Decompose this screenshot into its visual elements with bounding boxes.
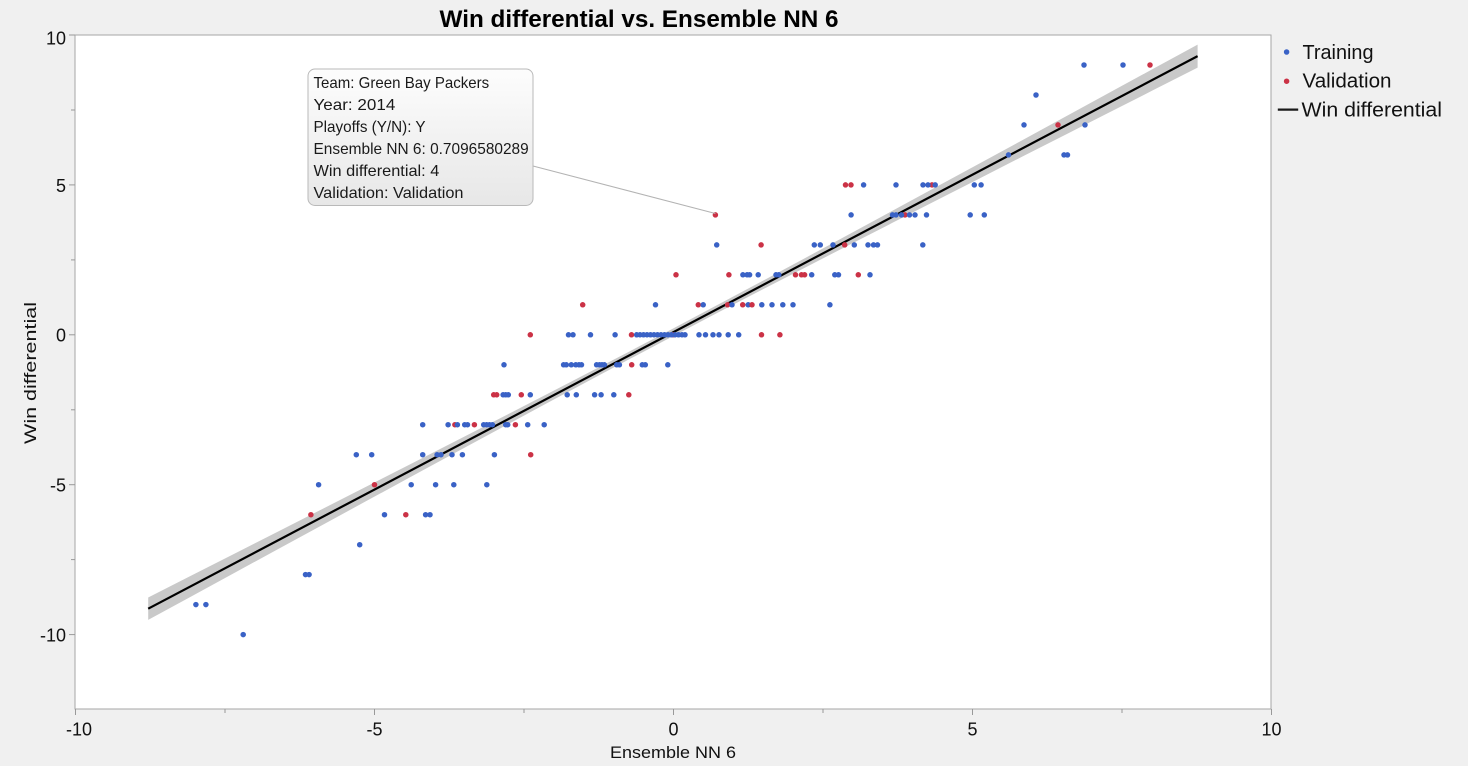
svg-text:10: 10 [46,29,66,49]
svg-text:0: 0 [56,326,66,346]
svg-text:10: 10 [1261,720,1281,740]
svg-text:Validation: Validation [1303,71,1392,93]
svg-text:Ensemble NN 6: Ensemble NN 6 [610,743,736,762]
svg-text:Win differential: Win differential [21,302,40,444]
svg-text:Validation: Validation: Validation: Validation [314,185,464,202]
svg-text:Win differential vs. Ensemble: Win differential vs. Ensemble NN 6 [440,6,839,33]
svg-text:Win differential: 4: Win differential: 4 [314,163,440,180]
svg-text:Ensemble NN 6: 0.7096580289: Ensemble NN 6: 0.7096580289 [314,141,529,158]
svg-text:-10: -10 [40,626,66,646]
svg-text:0: 0 [668,720,678,740]
svg-text:5: 5 [967,720,977,740]
svg-text:Training: Training [1303,42,1374,64]
svg-text:Team: Green Bay Packers: Team: Green Bay Packers [314,75,490,92]
svg-text:Playoffs (Y/N): Y: Playoffs (Y/N): Y [314,119,426,136]
svg-text:Win differential: Win differential [1302,99,1443,121]
svg-text:Year: 2014: Year: 2014 [314,97,396,114]
svg-text:-5: -5 [366,720,382,740]
svg-text:-10: -10 [66,720,92,740]
svg-text:5: 5 [56,176,66,196]
svg-text:-5: -5 [50,476,66,496]
